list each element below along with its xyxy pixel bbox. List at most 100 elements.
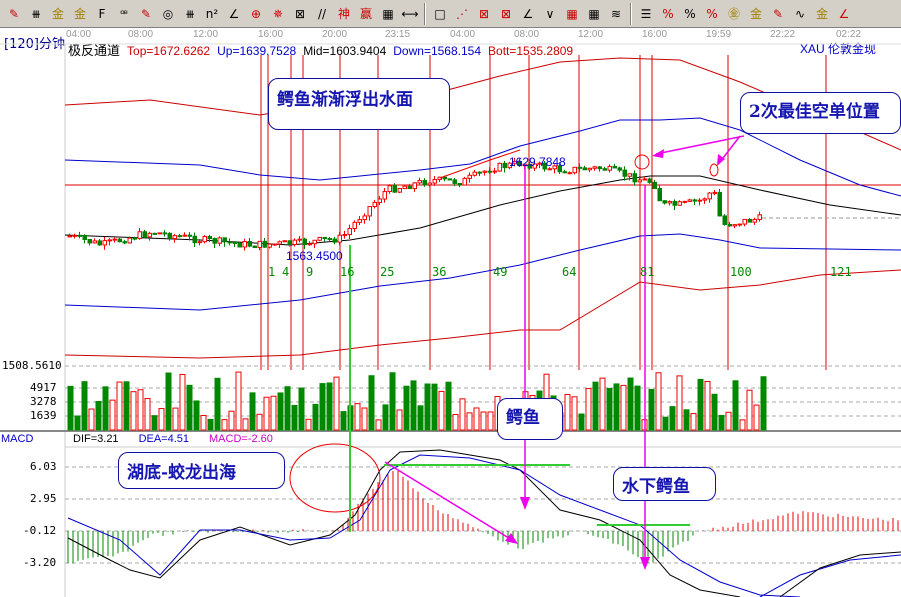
candle: [107, 239, 112, 242]
volume-bar: [410, 380, 417, 431]
time-label: 04:00: [66, 29, 92, 40]
gann-box-icon[interactable]: ⊠: [478, 6, 490, 21]
rect-icon[interactable]: □: [434, 6, 446, 21]
up-band-line: [64, 117, 901, 197]
candle: [307, 243, 312, 246]
note-dragon: 湖底-蛟龙出海: [118, 452, 285, 489]
fan-icon[interactable]: ⋰: [456, 6, 468, 21]
gold-1-icon[interactable]: 金: [51, 6, 64, 21]
compass-icon[interactable]: ✵: [272, 6, 284, 21]
candle: [447, 178, 452, 181]
candle: [692, 199, 697, 202]
lines-icon[interactable]: ≋: [610, 6, 622, 21]
volume-bar: [74, 415, 81, 431]
percent-icon[interactable]: %: [684, 6, 696, 21]
volume-bar: [368, 375, 375, 431]
levels-icon[interactable]: ☰: [640, 6, 652, 21]
gold-circle-icon[interactable]: ㊎: [727, 6, 740, 21]
gold-3-icon[interactable]: 金: [815, 6, 828, 21]
marker-icon[interactable]: ✎: [772, 6, 784, 21]
candle: [322, 236, 327, 240]
macd-label: MACD: [1, 433, 34, 445]
parallel-icon[interactable]: ⧻: [184, 6, 196, 21]
candle: [217, 237, 222, 244]
gann-icon[interactable]: ⧻: [30, 6, 42, 21]
candle: [182, 234, 187, 237]
gold-lines-icon[interactable]: 金: [749, 6, 762, 21]
volume-bar: [235, 371, 242, 431]
volume-bar: [228, 410, 235, 431]
grid2-icon[interactable]: ▦: [588, 6, 600, 21]
gann-fan-icon[interactable]: ⊠: [500, 6, 512, 21]
volume-bar: [627, 377, 634, 431]
candle: [627, 173, 632, 177]
volume-bar: [599, 377, 606, 431]
candle: [632, 173, 637, 183]
volume-bar: [354, 403, 361, 431]
angle-icon[interactable]: ∠: [228, 6, 240, 21]
pink-arrow-to-circle: [655, 135, 745, 155]
candle: [557, 165, 562, 173]
candle: [562, 171, 567, 174]
candle: [652, 181, 657, 189]
candle: [502, 162, 507, 169]
fib-number: 100: [730, 265, 752, 279]
volume-bar: [445, 381, 452, 431]
draw-pen-icon[interactable]: ✎: [8, 6, 20, 21]
percent-angle-icon[interactable]: %: [662, 6, 674, 21]
grid-icon[interactable]: ▦: [566, 6, 578, 21]
wave-icon[interactable]: ∨: [545, 6, 555, 21]
candle: [117, 238, 122, 243]
candle: [437, 176, 442, 181]
target-icon[interactable]: ⊕: [250, 6, 262, 21]
ruler-icon[interactable]: ▦: [382, 6, 394, 21]
shen-icon[interactable]: 神: [337, 6, 350, 21]
width-icon[interactable]: ⟷: [401, 6, 419, 21]
angle2-icon[interactable]: ∠: [522, 6, 534, 21]
volume-bar: [417, 405, 424, 431]
candle: [532, 163, 537, 169]
candle: [332, 238, 337, 243]
volume-bar: [382, 404, 389, 431]
percent-lines-icon[interactable]: %: [706, 6, 718, 21]
candle: [77, 234, 82, 237]
angle-j-icon[interactable]: ∠: [838, 6, 850, 21]
candle: [507, 162, 512, 169]
fib-number: 16: [340, 265, 355, 279]
arrow-down-icon: [520, 497, 530, 510]
pen-ruler-icon[interactable]: ✎: [140, 6, 152, 21]
short-position-circle: [709, 163, 719, 177]
candle: [727, 223, 732, 227]
note-best-short: 2次最佳空单位置: [740, 92, 901, 134]
candle: [142, 231, 147, 238]
slash-icon[interactable]: //: [317, 6, 327, 21]
volume-bar: [95, 400, 102, 431]
gold-2-icon[interactable]: 金: [73, 6, 86, 21]
ying-icon[interactable]: 赢: [359, 6, 372, 21]
volume-bar: [123, 381, 130, 431]
candle: [422, 180, 427, 186]
volume-bar: [452, 413, 459, 431]
time-label: 22:22: [770, 29, 796, 40]
toolbar-separator: [630, 2, 632, 25]
box-icon[interactable]: ⊠: [294, 6, 306, 21]
volume-bar: [158, 408, 165, 431]
circle-ruler-icon[interactable]: ◎: [162, 6, 174, 21]
volume-bar: [88, 408, 95, 431]
candle: [192, 235, 197, 244]
macd-header: DIF=3.21 DEA=4.51 MACD=-2.60: [73, 433, 273, 445]
candle: [262, 240, 267, 248]
n2-icon[interactable]: n²: [205, 6, 219, 21]
f-icon[interactable]: F: [98, 6, 106, 21]
candle: [372, 201, 377, 208]
volume-bar: [172, 407, 179, 431]
volume-bar: [284, 386, 291, 431]
spiral-icon[interactable]: ꟹ: [120, 6, 128, 21]
sine-icon[interactable]: ∿: [794, 6, 806, 21]
volume-bar: [403, 385, 410, 431]
volume-bar: [249, 392, 256, 431]
volume-bar: [256, 413, 263, 431]
candle: [702, 198, 707, 201]
candle: [352, 221, 357, 229]
